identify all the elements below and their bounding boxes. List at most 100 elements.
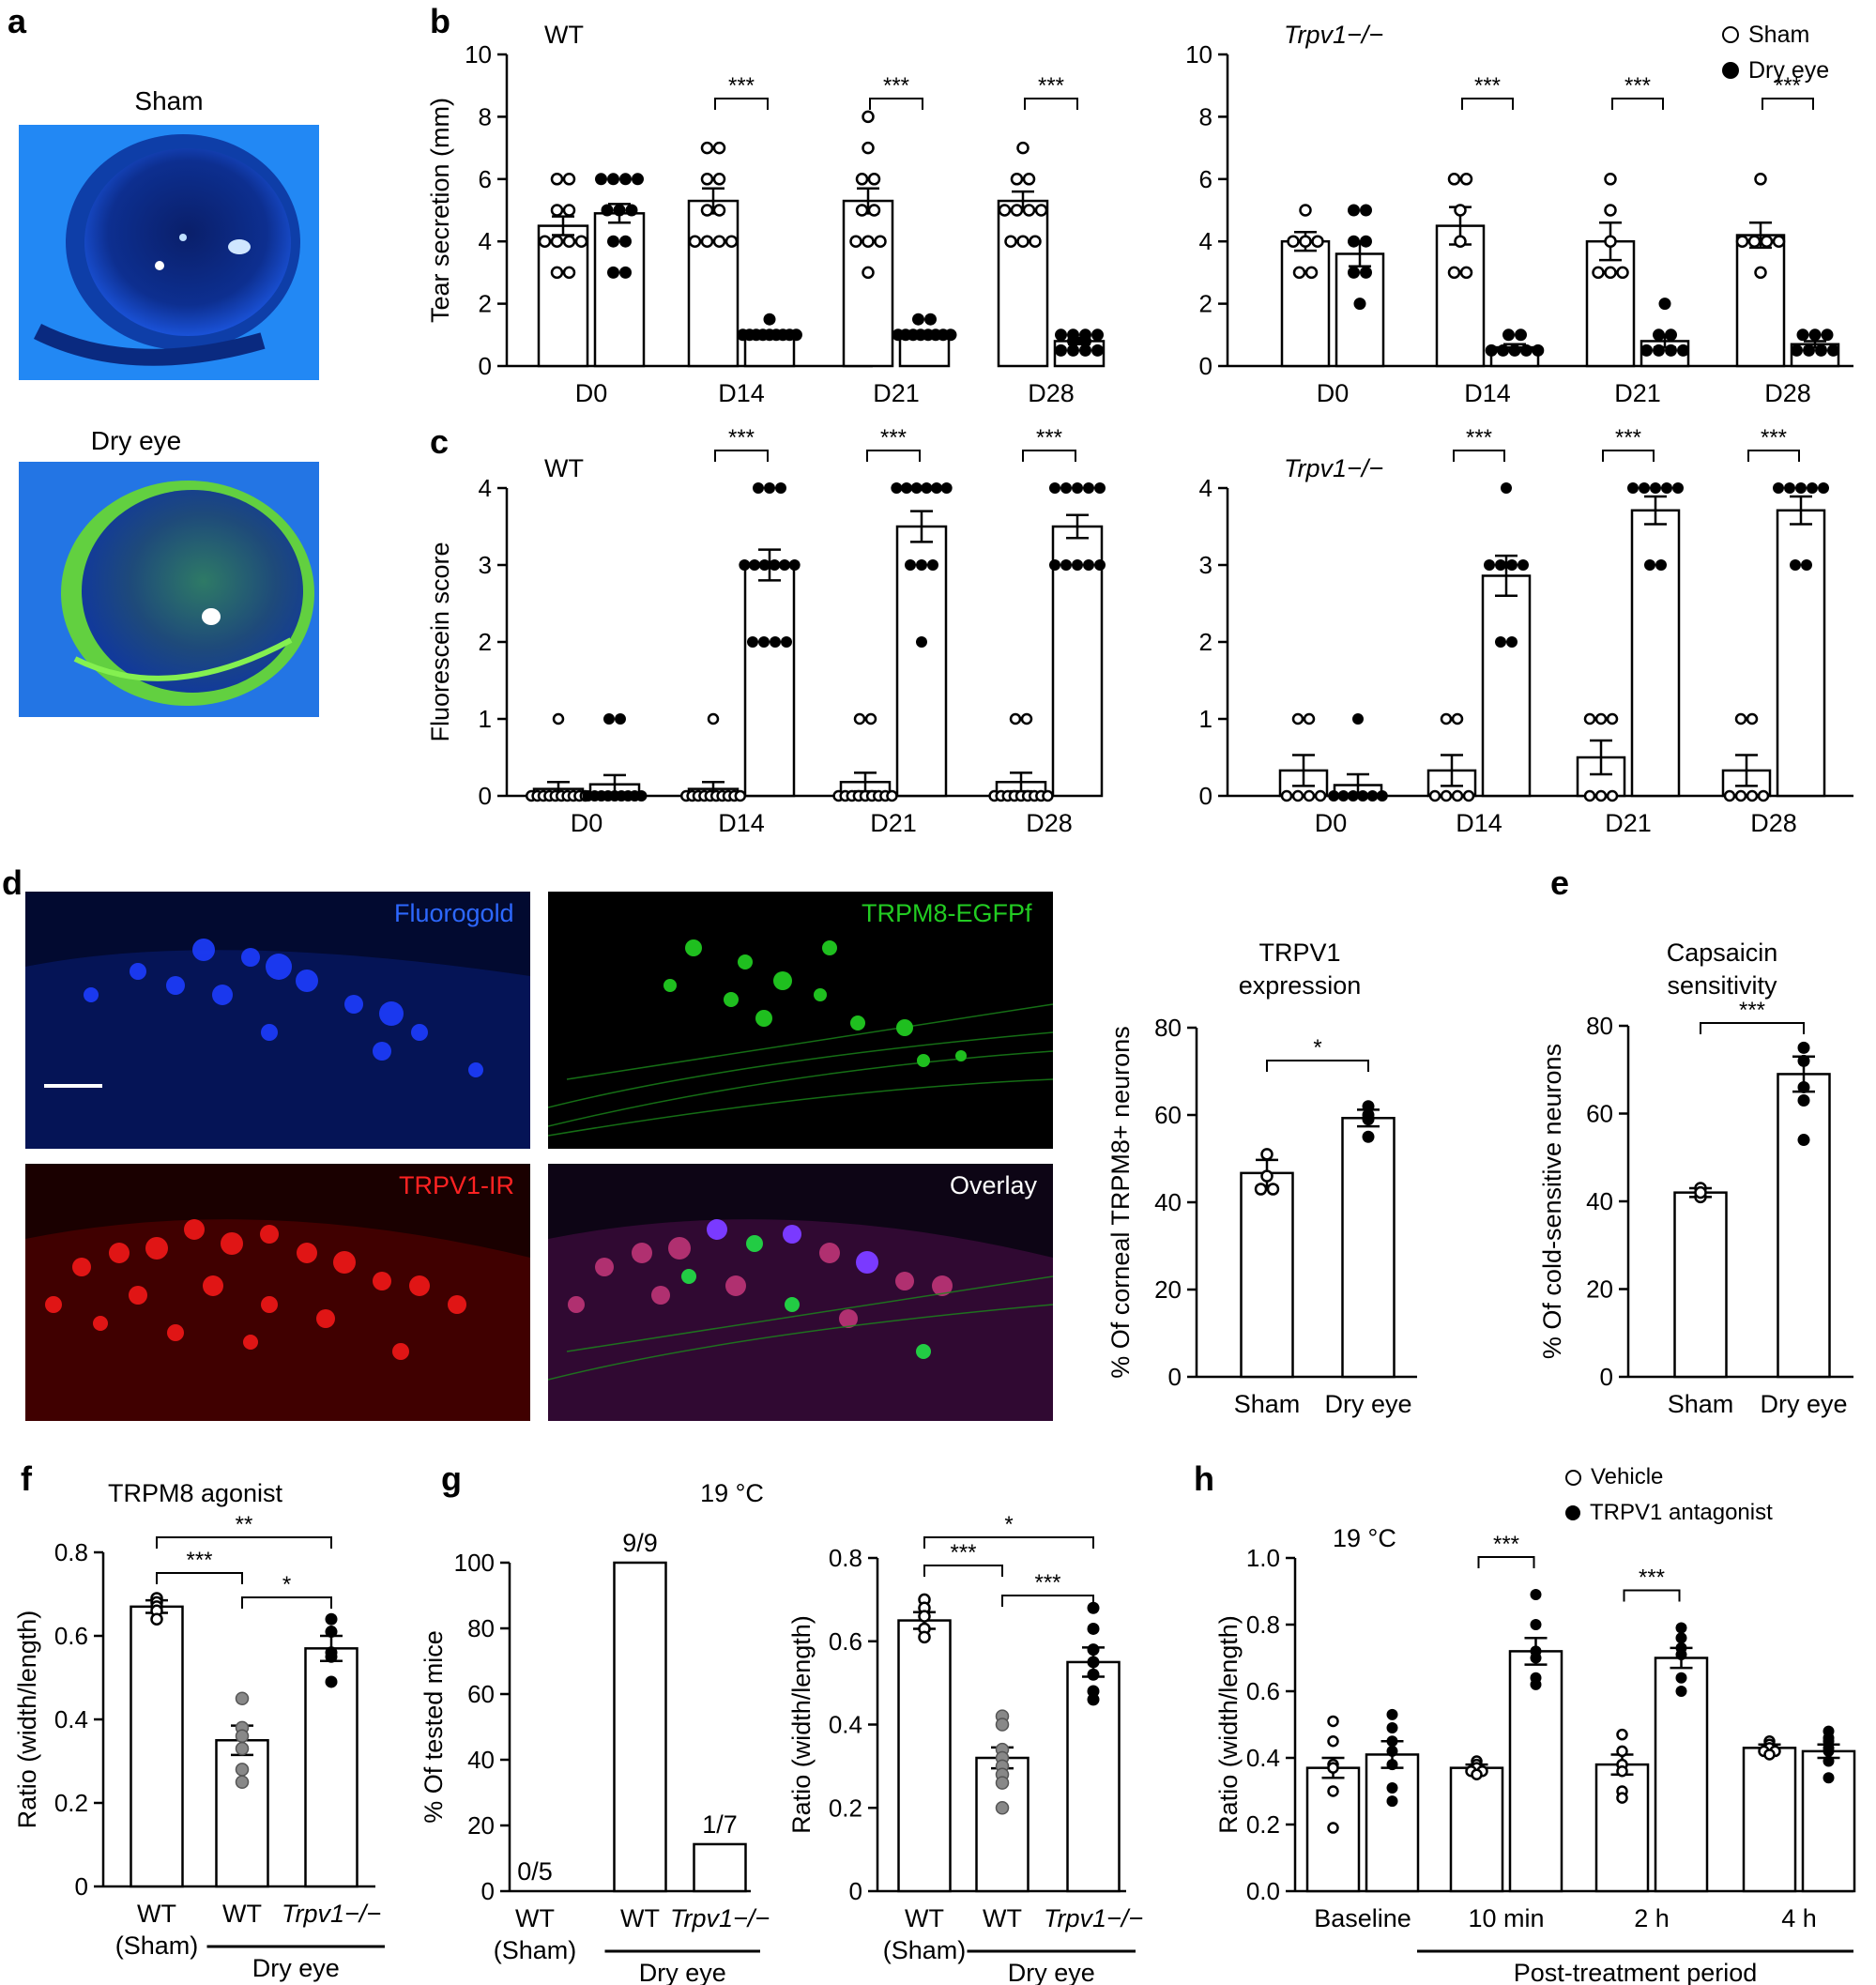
c_ko-pt-1-3-4 bbox=[1818, 482, 1829, 494]
e_chart-ylabel: % Of cold-sensitive neurons bbox=[1538, 1044, 1566, 1359]
c_ko-pt-1-1-2 bbox=[1495, 559, 1506, 571]
c_ko-pt-1-3-3 bbox=[1807, 482, 1818, 494]
g2_chart-pt-0-4 bbox=[918, 1630, 931, 1644]
h_chart-pt-0-2-5 bbox=[1616, 1792, 1628, 1804]
f_chart-sig-1-line bbox=[241, 1596, 332, 1609]
h_chart-group-label: Post-treatment period bbox=[1514, 1959, 1758, 1985]
c_ko-ytick-label-1: 1 bbox=[1199, 705, 1213, 733]
c_wt-pt-1-3-8 bbox=[1083, 559, 1094, 571]
b_wt-pt-1-1-0 bbox=[763, 313, 776, 326]
g2_chart-sig-2-line bbox=[923, 1536, 1094, 1549]
c_ko-pt-0-3-0 bbox=[1734, 712, 1747, 725]
c_ko-pt-1-2-6 bbox=[1655, 559, 1667, 571]
g1_chart-title-0: 19 °C bbox=[700, 1479, 764, 1507]
c_ko-pt-1-1-1 bbox=[1484, 559, 1495, 571]
legend-dry-label: Dry eye bbox=[1748, 56, 1830, 84]
c_ko-ytick-label-3: 3 bbox=[1199, 551, 1213, 579]
f_chart-pt-1-5 bbox=[235, 1775, 250, 1789]
d_chart-ytick-label-3: 60 bbox=[1154, 1101, 1182, 1129]
c_ko-xtick-label-3: D28 bbox=[1750, 809, 1797, 837]
c_ko-pt-1-0-4 bbox=[1357, 790, 1369, 802]
legend-sham-marker bbox=[1722, 26, 1739, 43]
e_chart-ytick-label-3: 60 bbox=[1586, 1100, 1613, 1128]
c_ko-ytick-label-2: 2 bbox=[1199, 628, 1213, 656]
d_chart-bar-1 bbox=[1341, 1117, 1396, 1379]
b_ko-pt-0-3-4 bbox=[1772, 235, 1786, 248]
h_chart-pt-0-2-0 bbox=[1616, 1728, 1628, 1741]
panel-letter-c: c bbox=[430, 422, 450, 461]
b_wt-pt-0-3-4 bbox=[1010, 204, 1024, 217]
g2_chart-pt-2-6 bbox=[1087, 1693, 1100, 1706]
h_chart-pt-1-0-1 bbox=[1386, 1722, 1398, 1734]
b_wt-sig-1-label: *** bbox=[728, 73, 755, 99]
b_ko-xtick-label-0: D0 bbox=[1317, 379, 1350, 407]
g1_chart-xtick-label-1-0: WT bbox=[620, 1904, 660, 1932]
f_chart-xtick-label-1-0: WT bbox=[222, 1900, 262, 1928]
b_wt-pt-0-0-5 bbox=[550, 235, 564, 248]
h_chart-pt-1-0-6 bbox=[1386, 1795, 1398, 1808]
c_wt-sig-1-label: *** bbox=[728, 425, 755, 450]
d_chart-pt-0-2 bbox=[1254, 1183, 1268, 1196]
h_chart-pt-1-1-5 bbox=[1530, 1678, 1542, 1690]
b_wt-pt-1-1-9 bbox=[789, 328, 802, 342]
b_ko-pt-0-1-0 bbox=[1447, 173, 1461, 186]
b_wt-pt-0-1-1 bbox=[712, 141, 726, 155]
c_wt-pt-1-2-0 bbox=[891, 482, 903, 494]
c_wt-pt-0-3-1 bbox=[1020, 712, 1033, 725]
c_ko-pt-1-2-2 bbox=[1650, 482, 1661, 494]
b_wt-pt-1-2-9 bbox=[944, 328, 957, 342]
c_ko-pt-0-2-4 bbox=[1594, 789, 1608, 802]
c_ko-pt-0-0-1 bbox=[1303, 712, 1316, 725]
c_wt-pt-1-2-7 bbox=[916, 559, 927, 571]
h_chart-pt-1-3-6 bbox=[1823, 1772, 1835, 1784]
d_chart-sig-0-line bbox=[1266, 1060, 1369, 1072]
c_wt-pt-1-2-8 bbox=[927, 559, 938, 571]
c_wt-pt-1-0-1 bbox=[615, 713, 626, 725]
c_wt-pt-1-1-11 bbox=[770, 636, 781, 648]
d_chart-xtick-label-1-0: Dry eye bbox=[1324, 1390, 1411, 1418]
b_wt-pt-1-0-8 bbox=[619, 235, 632, 248]
f_chart-sig-0-line bbox=[156, 1572, 243, 1584]
b_wt-pt-0-1-0 bbox=[700, 141, 714, 155]
c_ko-pt-1-2-5 bbox=[1644, 559, 1655, 571]
d_chart-pt-0-0 bbox=[1260, 1148, 1274, 1161]
f_chart-pt-2-0 bbox=[325, 1612, 338, 1626]
c_wt-pt-1-3-3 bbox=[1083, 482, 1094, 494]
g2_chart-pt-1-1 bbox=[995, 1718, 1010, 1732]
h_chart-ytick-label-1: 0.2 bbox=[1246, 1810, 1280, 1839]
b_ko-sig-1-label: *** bbox=[1474, 73, 1501, 99]
b_wt-pt-0-0-9 bbox=[562, 266, 576, 280]
c_ko-pt-0-3-2 bbox=[1723, 789, 1736, 802]
c_wt-pt-1-2-5 bbox=[940, 482, 953, 494]
f_chart-ytick-label-3: 0.6 bbox=[54, 1622, 88, 1650]
c_wt-pt-1-1-9 bbox=[747, 636, 758, 648]
b_wt-pt-0-1-2 bbox=[700, 173, 714, 186]
c_wt-pt-0-2-10 bbox=[886, 789, 898, 802]
b_ko-pt-1-3-4 bbox=[1803, 344, 1815, 357]
b_ko-pt-0-3-0 bbox=[1754, 173, 1767, 186]
c_ko-xtick-label-2: D21 bbox=[1605, 809, 1652, 837]
c_ko-pt-1-0-0 bbox=[1352, 713, 1364, 725]
d_chart-title-0: TRPV1 bbox=[1258, 939, 1340, 967]
h_chart-bar-0-3 bbox=[1742, 1747, 1797, 1893]
c_ko-pt-1-1-3 bbox=[1506, 559, 1518, 571]
b_ko-pt-0-0-1 bbox=[1287, 235, 1300, 248]
panel-letter-e: e bbox=[1550, 863, 1570, 902]
b_wt-pt-0-0-4 bbox=[538, 235, 552, 248]
h_chart-pt-1-0-5 bbox=[1386, 1781, 1398, 1794]
c_wt-pt-1-2-6 bbox=[905, 559, 916, 571]
legend-sham-label: Sham bbox=[1748, 21, 1810, 48]
c_wt-pt-0-2-1 bbox=[864, 712, 877, 725]
c_wt-pt-0-0-0 bbox=[552, 712, 565, 725]
b_wt-pt-1-0-3 bbox=[632, 173, 644, 186]
c_ko-pt-0-3-1 bbox=[1746, 712, 1759, 725]
b_ko-pt-1-1-5 bbox=[1519, 344, 1533, 357]
d_chart-ytick-label-0: 0 bbox=[1168, 1363, 1182, 1391]
b_ko-pt-0-2-0 bbox=[1604, 173, 1617, 186]
g2_chart-sig-1-label: *** bbox=[1034, 1570, 1060, 1596]
g1_chart-ytick-label-2: 40 bbox=[467, 1746, 495, 1774]
b_ko-pt-0-1-1 bbox=[1459, 173, 1473, 186]
b_ko-pt-0-3-2 bbox=[1747, 235, 1762, 248]
b_wt-pt-0-0-6 bbox=[562, 235, 576, 248]
c_wt-ytick-label-2: 2 bbox=[479, 628, 492, 656]
